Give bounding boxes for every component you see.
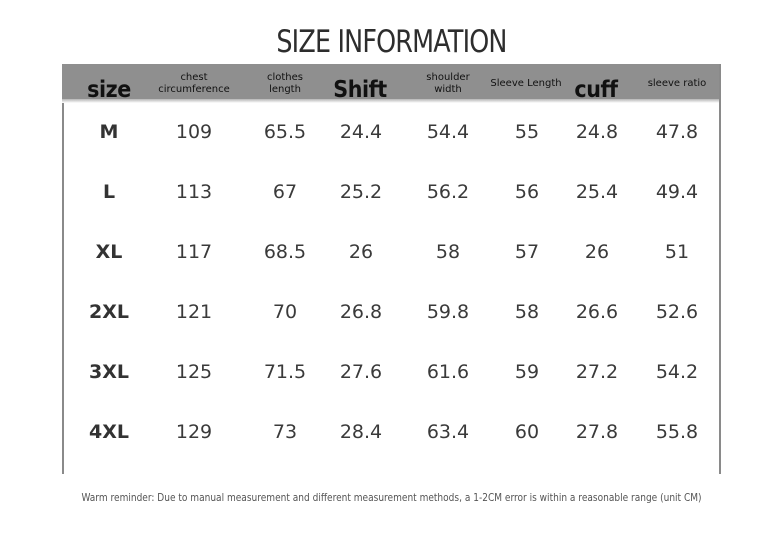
measurement-cell: 121: [175, 301, 213, 323]
measurement-cell: 27.8: [575, 421, 619, 443]
header-length: clothes length: [266, 71, 303, 96]
measurement-cell: 54.2: [655, 361, 699, 383]
measurement-cell: 56.2: [426, 181, 470, 203]
size-label: XL: [95, 241, 123, 263]
table-row: 3XL 125 71.5 27.6 61.6 59 27.2 54.2: [62, 342, 721, 402]
measurement-cell: 70: [272, 301, 298, 323]
measurement-cell: 58: [435, 241, 461, 263]
header-sleeve-ratio: sleeve ratio: [647, 77, 707, 89]
page-title: SIZE INFORMATION: [276, 24, 507, 60]
measurement-cell: 51: [664, 241, 690, 263]
table-row: 4XL 129 73 28.4 63.4 60 27.8 55.8: [62, 402, 721, 462]
measurement-cell: 27.6: [339, 361, 383, 383]
measurement-cell: 25.2: [339, 181, 383, 203]
measurement-cell: 26: [584, 241, 610, 263]
measurement-cell: 109: [175, 121, 213, 143]
measurement-cell: 56: [514, 181, 540, 203]
measurement-cell: 117: [175, 241, 213, 263]
measurement-cell: 26.8: [339, 301, 383, 323]
measurement-cell: 24.4: [339, 121, 383, 143]
measurement-cell: 49.4: [655, 181, 699, 203]
size-label: L: [102, 181, 116, 203]
table-row: M 109 65.5 24.4 54.4 55 24.8 47.8: [62, 102, 721, 162]
size-table: size chest circumference clothes length …: [62, 64, 721, 474]
measurement-cell: 26.6: [575, 301, 619, 323]
measurement-cell: 27.2: [575, 361, 619, 383]
footnote: Warm reminder: Due to manual measurement…: [81, 491, 702, 504]
measurement-cell: 125: [175, 361, 213, 383]
measurement-cell: 55: [514, 121, 540, 143]
measurement-cell: 24.8: [575, 121, 619, 143]
header-sleeve-length: Sleeve Length: [490, 77, 562, 89]
size-label: 4XL: [89, 421, 129, 443]
size-label: 2XL: [89, 301, 129, 323]
measurement-cell: 60: [514, 421, 540, 443]
measurement-cell: 67: [272, 181, 298, 203]
table-row: 2XL 121 70 26.8 59.8 58 26.6 52.6: [62, 282, 721, 342]
measurement-cell: 52.6: [655, 301, 699, 323]
header-chest: chest circumference: [158, 71, 230, 96]
measurement-cell: 59: [514, 361, 540, 383]
measurement-cell: 71.5: [263, 361, 307, 383]
table-row: XL 117 68.5 26 58 57 26 51: [62, 222, 721, 282]
measurement-cell: 55.8: [655, 421, 699, 443]
measurement-cell: 73: [272, 421, 298, 443]
measurement-cell: 28.4: [339, 421, 383, 443]
measurement-cell: 113: [175, 181, 213, 203]
measurement-cell: 65.5: [263, 121, 307, 143]
measurement-cell: 58: [514, 301, 540, 323]
measurement-cell: 54.4: [426, 121, 470, 143]
measurement-cell: 26: [348, 241, 374, 263]
measurement-cell: 47.8: [655, 121, 699, 143]
measurement-cell: 61.6: [426, 361, 470, 383]
size-label: 3XL: [89, 361, 129, 383]
size-label: M: [99, 121, 119, 143]
measurement-cell: 25.4: [575, 181, 619, 203]
table-row: L 113 67 25.2 56.2 56 25.4 49.4: [62, 162, 721, 222]
measurement-cell: 68.5: [263, 241, 307, 263]
header-shoulder: shoulder width: [426, 71, 470, 96]
measurement-cell: 59.8: [426, 301, 470, 323]
measurement-cell: 57: [514, 241, 540, 263]
measurement-cell: 129: [175, 421, 213, 443]
measurement-cell: 63.4: [426, 421, 470, 443]
table-header: size chest circumference clothes length …: [62, 64, 721, 103]
